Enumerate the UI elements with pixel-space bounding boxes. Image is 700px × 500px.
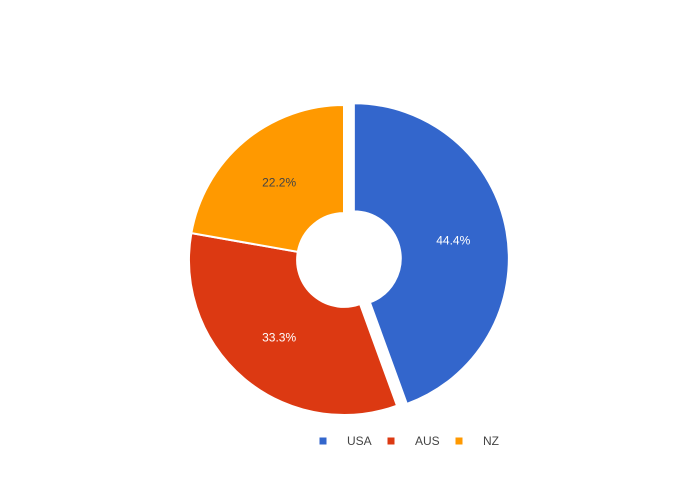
legend-swatch-nz	[455, 437, 463, 445]
legend-label-aus: AUS	[415, 434, 440, 448]
legend-swatch-aus	[387, 437, 395, 445]
legend-item-aus[interactable]: AUS	[387, 434, 440, 448]
slice-nz[interactable]	[190, 103, 345, 254]
slice-label-nz: 22.2%	[262, 176, 296, 190]
slice-usa[interactable]	[352, 102, 510, 406]
legend-label-usa: USA	[347, 434, 372, 448]
slice-label-usa: 44.4%	[436, 234, 470, 248]
legend-item-nz[interactable]: NZ	[455, 434, 500, 448]
legend-swatch-usa	[319, 437, 327, 445]
legend: USA AUS NZ	[319, 434, 500, 448]
slice-label-aus: 33.3%	[262, 330, 296, 344]
legend-item-usa[interactable]: USA	[319, 434, 372, 448]
donut-slices	[188, 102, 510, 416]
donut-slice-labels: 44.4% 33.3% 22.2%	[262, 176, 470, 345]
legend-label-nz: NZ	[483, 434, 499, 448]
slice-aus[interactable]	[188, 231, 399, 416]
